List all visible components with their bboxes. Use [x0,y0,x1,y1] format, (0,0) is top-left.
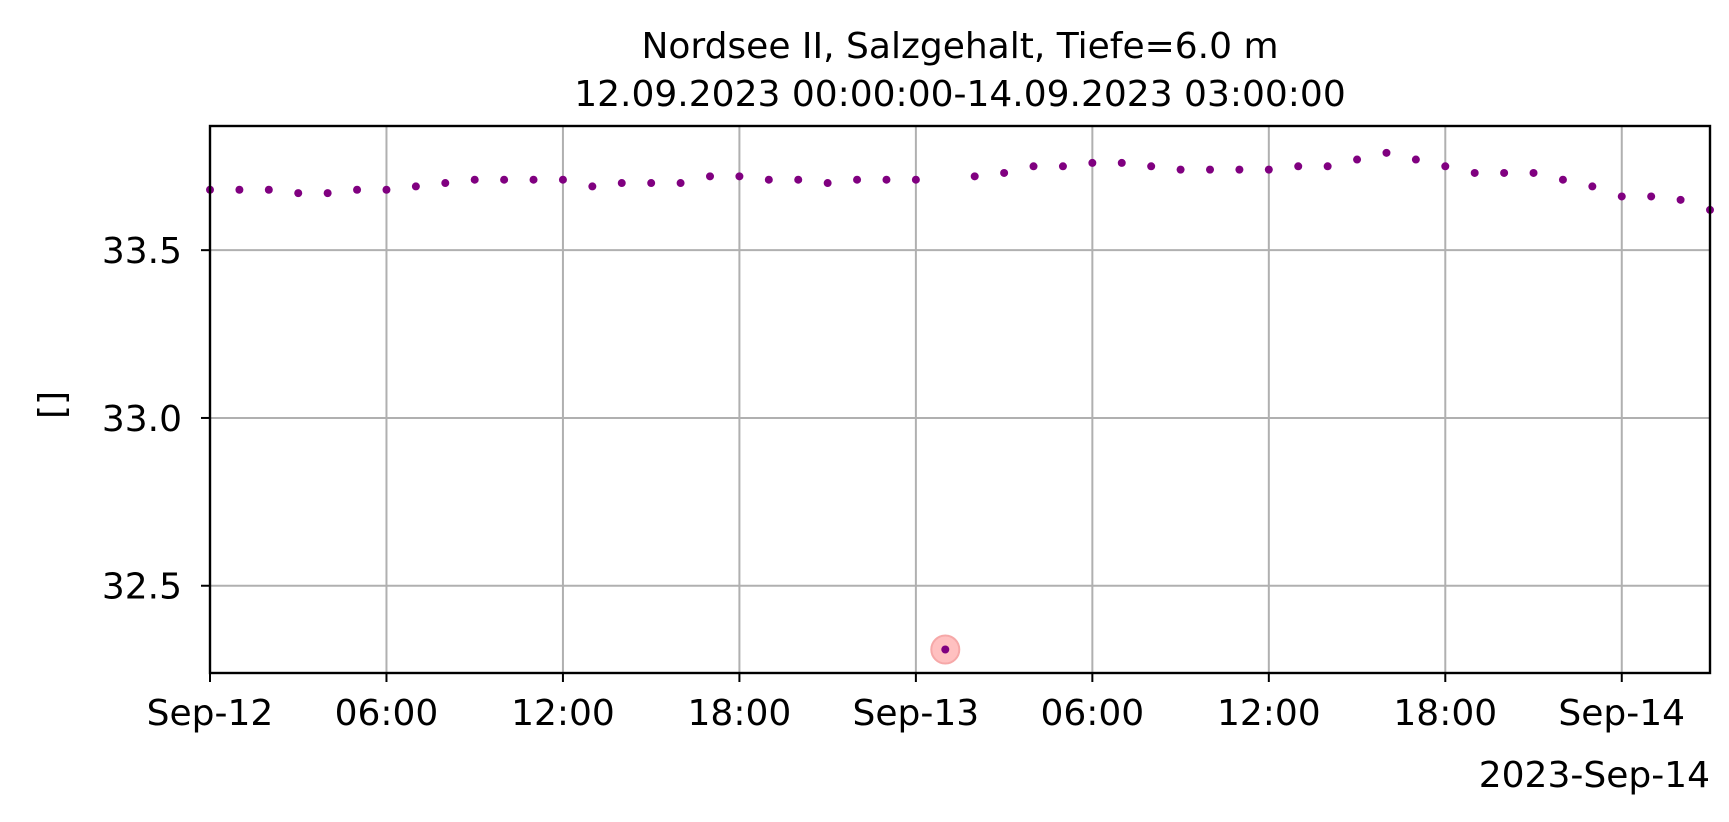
data-point-32 [1147,162,1156,171]
data-point-42 [1441,162,1450,171]
chart-title: Nordsee II, Salzgehalt, Tiefe=6.0 m [641,26,1278,67]
x-tick-label-4: Sep-13 [853,693,980,734]
data-point-27 [1000,168,1009,177]
x-tick-label-7: 18:00 [1393,693,1497,734]
x-tick-label-1: 06:00 [335,693,439,734]
data-point-19 [764,175,773,184]
x-tick-label-5: 06:00 [1040,693,1144,734]
data-point-7 [411,182,420,191]
data-point-4 [323,189,332,198]
data-point-18 [735,172,744,181]
data-point-2 [264,185,273,194]
data-point-26 [970,172,979,181]
plot-frame [208,124,1712,675]
data-point-16 [676,179,685,188]
data-point-43 [1470,168,1479,177]
data-point-49 [1647,192,1656,201]
data-point-15 [647,179,656,188]
data-point-14 [617,179,626,188]
x-tick-label-3: 18:00 [688,693,792,734]
data-point-37 [1294,162,1303,171]
data-point-33 [1176,165,1185,174]
data-point-11 [529,175,538,184]
data-point-38 [1323,162,1332,171]
data-point-39 [1353,155,1362,164]
data-point-8 [441,179,450,188]
y-tick-label-1: 33.0 [102,399,182,440]
data-point-25 [941,645,950,654]
data-point-29 [1058,162,1067,171]
axis-ticks: Sep-12 06:00 12:00 18:00 Sep-13 06:00 12:00 18:… [102,231,1685,734]
data-point-50 [1676,195,1685,204]
data-point-12 [558,175,567,184]
data-point-46 [1558,175,1567,184]
data-point-40 [1382,148,1391,157]
data-point-23 [882,175,891,184]
data-point-48 [1617,192,1626,201]
data-point-41 [1411,155,1420,164]
data-point-1 [235,185,244,194]
y-tick-label-2: 33.5 [102,231,182,272]
grid [209,126,1710,673]
data-point-24 [911,175,920,184]
data-point-45 [1529,168,1538,177]
x-tick-label-0: Sep-12 [147,693,274,734]
data-point-13 [588,182,597,191]
data-point-22 [853,175,862,184]
x-tick-label-2: 12:00 [511,693,615,734]
data-point-34 [1206,165,1214,174]
data-point-10 [500,175,509,184]
data-point-5 [353,185,362,194]
data-point-6 [382,185,391,194]
data-point-36 [1264,165,1273,174]
data-point-17 [706,172,714,181]
data-point-30 [1088,158,1097,167]
data-point-21 [823,179,832,188]
data-point-47 [1588,182,1597,191]
data-point-20 [794,175,803,184]
data-point-9 [470,175,479,184]
data-point-31 [1117,158,1126,167]
x-offset-label: 2023-Sep-14 [1479,755,1710,796]
data-point-3 [294,189,303,198]
y-axis-label: [] [32,391,73,419]
data-point-28 [1029,162,1038,171]
data-points [206,148,1714,665]
data-point-44 [1500,168,1509,177]
x-tick-label-8: Sep-14 [1558,693,1685,734]
y-tick-label-0: 32.5 [102,567,182,608]
data-point-35 [1235,165,1244,174]
x-tick-label-6: 12:00 [1217,693,1321,734]
chart-subtitle: 12.09.2023 00:00:00-14.09.2023 03:00:00 [574,74,1346,115]
